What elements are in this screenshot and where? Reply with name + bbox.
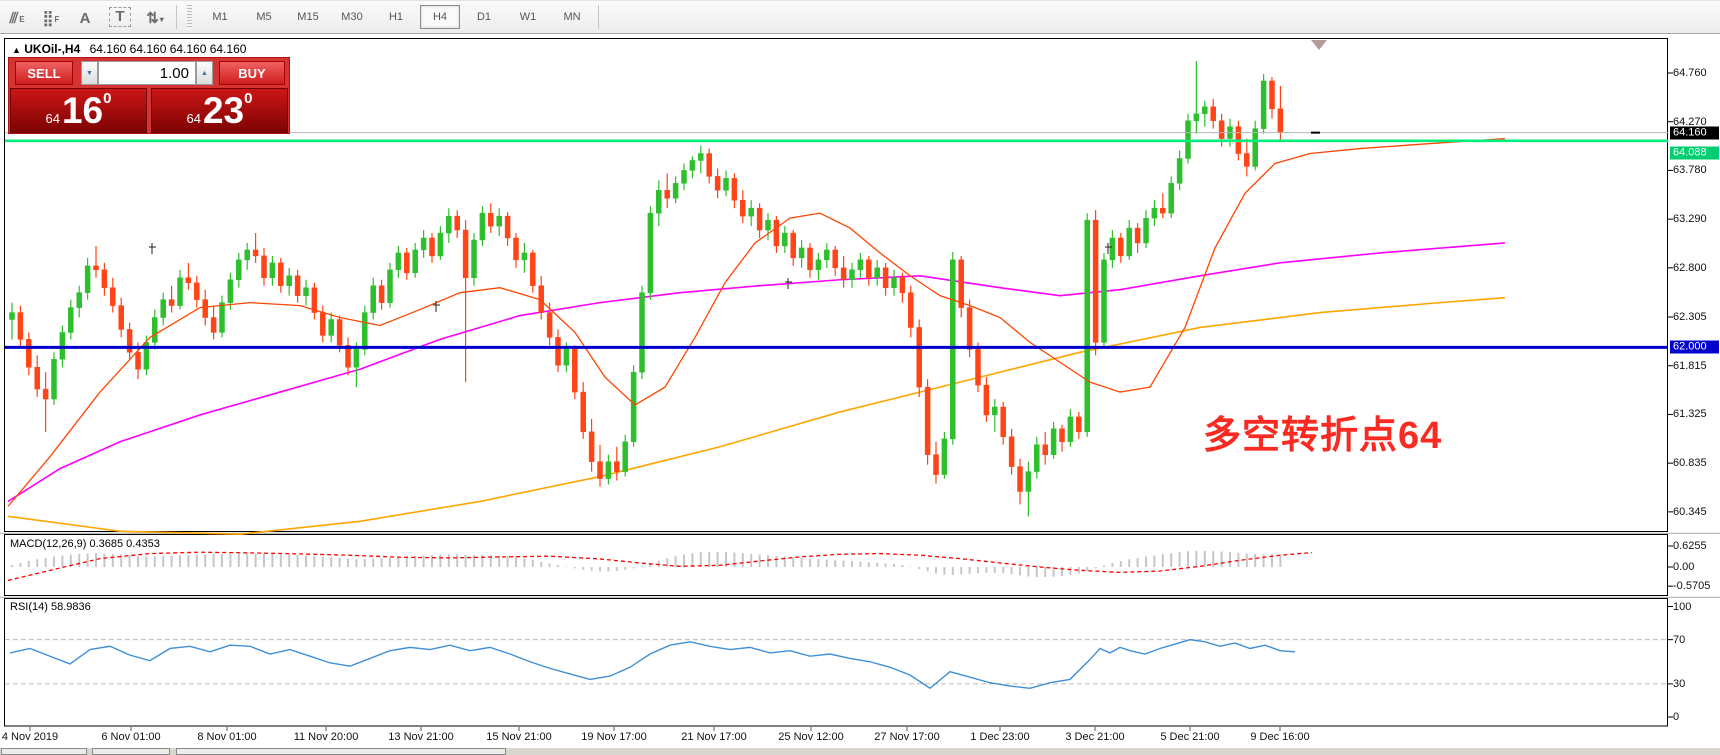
- time-axis-label: 15 Nov 21:00: [486, 731, 552, 743]
- time-axis-label: 9 Dec 16:00: [1250, 731, 1310, 743]
- price-axis-label: 64.270: [1673, 115, 1707, 128]
- window-tab[interactable]: [92, 748, 170, 755]
- text-box-icon[interactable]: T: [109, 7, 131, 27]
- macd-axis-label: 0.6255: [1673, 539, 1707, 552]
- arrow-objects-icon[interactable]: ⇅ ▾: [146, 10, 164, 27]
- time-axis-label: 4 Nov 2019: [1, 731, 59, 743]
- green-level-price-box: 64.088: [1670, 146, 1719, 160]
- rsi-axis-label: 30: [1673, 677, 1686, 690]
- crosshatch-channel-icon[interactable]: ⫻ E: [9, 10, 25, 27]
- time-axis-label: 11 Nov 20:00: [293, 731, 359, 743]
- text-label-icon[interactable]: A: [79, 10, 91, 27]
- buy-price-integer: 64: [186, 111, 201, 126]
- sell-price-main: 16: [61, 90, 104, 131]
- time-axis-label: 27 Nov 17:00: [874, 731, 940, 743]
- toolbar-separator: [598, 5, 599, 29]
- volume-down-button[interactable]: ▼: [81, 61, 98, 85]
- time-axis-label: 1 Dec 23:00: [970, 731, 1030, 743]
- price-axis-label: 62.305: [1673, 311, 1707, 324]
- macd-axis-label: 0.00: [1673, 561, 1695, 573]
- timeframe-button-mn[interactable]: MN: [563, 11, 581, 23]
- time-axis-label: 5 Dec 21:00: [1160, 731, 1220, 743]
- price-axis-label: 60.835: [1673, 457, 1707, 470]
- volume-up-button[interactable]: ▲: [196, 61, 213, 85]
- buy-quote-button[interactable]: 64 23 0: [151, 88, 288, 133]
- timeframe-button-m5[interactable]: M5: [256, 11, 272, 23]
- window-tab[interactable]: [1, 748, 87, 755]
- time-axis-label: 25 Nov 12:00: [778, 731, 844, 743]
- time-axis-label: 8 Nov 01:00: [197, 731, 257, 743]
- current-price-box: 64.160: [1670, 126, 1719, 140]
- chart-window: ▲ UKOil-,H4 64.160 64.160 64.160 64.160 …: [0, 38, 1720, 755]
- macd-indicator-label: MACD(12,26,9) 0.3685 0.4353: [10, 538, 160, 550]
- price-axis-label: 64.760: [1673, 67, 1707, 79]
- window-tab-strip: [0, 748, 1720, 755]
- buy-button[interactable]: BUY: [219, 61, 285, 85]
- price-axis-label: 62.800: [1673, 261, 1707, 274]
- sell-quote-button[interactable]: 64 16 0: [10, 88, 147, 133]
- rsi-axis-label: 70: [1673, 633, 1686, 646]
- price-axis-label: 60.345: [1673, 505, 1707, 518]
- toolbar-separator: [176, 5, 177, 29]
- timeframe-button-w1[interactable]: W1: [519, 11, 537, 23]
- ohlc-values: 64.160 64.160 64.160 64.160: [89, 42, 247, 56]
- toolbar-drag-handle[interactable]: [187, 5, 192, 29]
- macd-axis-label: -0.5705: [1673, 580, 1711, 593]
- sell-price-integer: 64: [45, 111, 60, 126]
- window-tab[interactable]: [176, 748, 506, 755]
- top-toolbar: ⫻ E ⣿ F A T ⇅ ▾ M1 M5 M15 M30 H1 H4 D1 W1 MN: [0, 0, 1720, 34]
- buy-price-main: 23: [202, 90, 245, 131]
- blue-level-price-box: 62.000: [1670, 340, 1719, 354]
- rsi-indicator-label: RSI(14) 58.9836: [10, 601, 91, 613]
- rsi-axis-label: 100: [1673, 600, 1692, 613]
- chart-annotation-text: 多空转折点64: [1203, 415, 1443, 457]
- timeframe-button-h4[interactable]: H4: [420, 5, 460, 29]
- time-axis-label: 6 Nov 01:00: [101, 731, 161, 743]
- price-axis-label: 61.325: [1673, 408, 1707, 421]
- drawing-tools-group: ⫻ E ⣿ F A T ⇅ ▾: [0, 1, 172, 33]
- time-axis-label: 13 Nov 21:00: [388, 731, 454, 743]
- price-axis-label: 63.290: [1673, 213, 1707, 226]
- sell-price-sup: 0: [103, 90, 112, 107]
- price-axis-label: 61.815: [1673, 359, 1707, 372]
- timeframe-button-m30[interactable]: M30: [341, 11, 363, 23]
- volume-input[interactable]: [98, 61, 196, 85]
- time-axis-label: 3 Dec 21:00: [1065, 731, 1125, 743]
- time-axis-label: 21 Nov 17:00: [681, 731, 747, 743]
- timeframe-button-d1[interactable]: D1: [476, 11, 492, 23]
- timeframe-button-m1[interactable]: M1: [212, 11, 228, 23]
- fibonacci-grid-icon[interactable]: ⣿ F: [42, 10, 60, 27]
- buy-price-sup: 0: [244, 90, 253, 107]
- timeframe-button-m15[interactable]: M15: [297, 11, 319, 23]
- sell-button[interactable]: SELL: [15, 61, 73, 85]
- collapse-icon[interactable]: ▲: [12, 45, 21, 55]
- symbol-period-label: UKOil-,H4: [24, 42, 81, 56]
- timeframe-button-h1[interactable]: H1: [388, 11, 404, 23]
- time-axis-label: 19 Nov 17:00: [581, 731, 647, 743]
- price-axis-label: 63.780: [1673, 164, 1707, 177]
- rsi-axis-label: 0: [1673, 711, 1680, 723]
- chart-title: ▲ UKOil-,H4 64.160 64.160 64.160 64.160: [12, 42, 246, 56]
- timeframe-buttons-group: M1 M5 M15 M30 H1 H4 D1 W1 MN: [198, 1, 594, 33]
